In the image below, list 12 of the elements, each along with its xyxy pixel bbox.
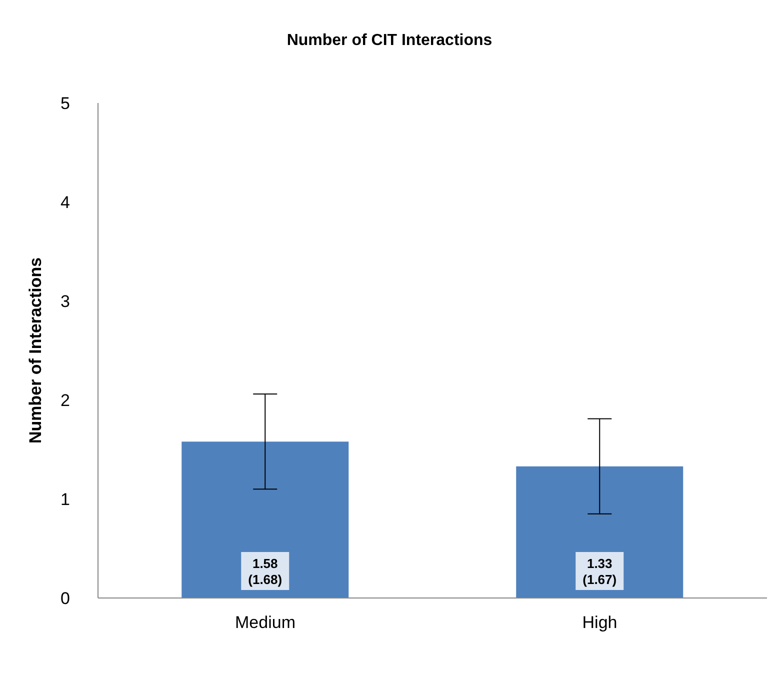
y-tick-label: 0 [60,589,70,608]
chart-title: Number of CIT Interactions [286,32,494,50]
data-label: 1.58 (1.68) [248,556,282,587]
y-tick-label: 1 [60,490,70,510]
y-tick-label: 5 [60,94,70,114]
x-tick-label: Medium [235,613,296,632]
y-tick-label: 2 [60,391,70,410]
y-axis-title: Number of Interactions [26,257,46,444]
x-tick-label: High [582,613,618,632]
data-label: 1.33 (1.67) [582,556,617,587]
y-tick-label: 3 [60,292,70,312]
y-tick-label: 4 [60,193,70,212]
